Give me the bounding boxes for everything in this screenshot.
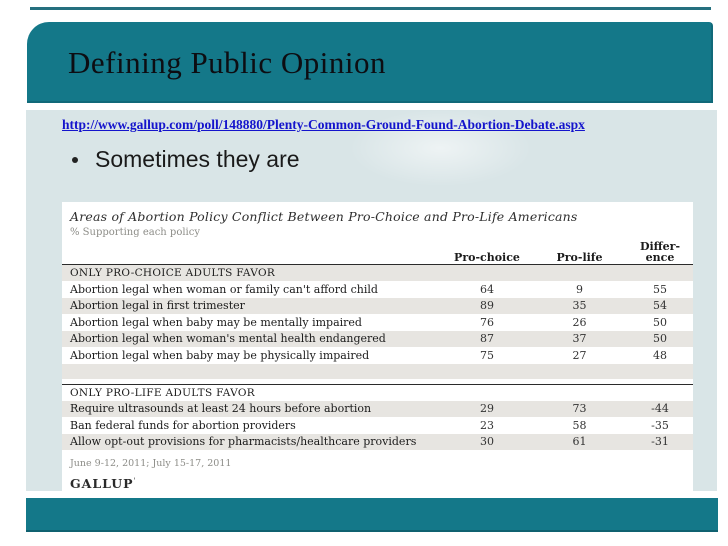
table-title: Areas of Abortion Policy Conflict Betwee… [70,209,578,224]
table-row: Abortion legal when woman or family can'… [70,282,667,296]
col-header-pro-life: Pro-life [556,251,603,264]
table-row: Abortion legal when woman's mental healt… [62,330,693,347]
slide-header-bar: Defining Public Opinion [27,22,713,103]
table-subtitle: % Supporting each policy [70,227,200,238]
bullet-text: Sometimes they are [95,146,300,172]
table-row: Abortion legal when baby may be mentally… [70,315,667,329]
source-link-line: http://www.gallup.com/poll/148880/Plenty… [62,117,585,133]
survey-dates: June 9-12, 2011; July 15-17, 2011 [70,458,232,469]
bullet-item: Sometimes they are [72,146,300,173]
section-header-pro-choice: ONLY PRO-CHOICE ADULTS FAVOR [62,265,693,281]
table-column-headers: Pro-choice Pro-life Differ- ence [62,241,693,265]
slide-title: Defining Public Opinion [68,44,387,80]
bullet-dot-icon [72,156,78,163]
section-header-pro-life: ONLY PRO-LIFE ADULTS FAVOR [62,383,693,401]
table-row: Allow opt-out provisions for pharmacists… [62,433,693,450]
slide-content-panel: http://www.gallup.com/poll/148880/Plenty… [26,110,717,497]
top-accent-line [30,7,711,10]
gallup-table-card: Areas of Abortion Policy Conflict Betwee… [62,202,693,497]
table-spacer-row [62,363,693,379]
col-header-pro-choice: Pro-choice [454,251,520,264]
table-row: Abortion legal when baby may be physical… [70,348,667,362]
col-header-difference: Differ- ence [639,240,681,264]
table-row: Ban federal funds for abortion providers… [70,418,669,432]
slide-footer-bar [26,498,718,532]
gallup-logo: GALLUP' [70,476,137,491]
gallup-poll-link[interactable]: http://www.gallup.com/poll/148880/Plenty… [62,117,585,132]
table-row: Require ultrasounds at least 24 hours be… [62,400,693,417]
table-row: Abortion legal in first trimester 89 35 … [62,297,693,314]
